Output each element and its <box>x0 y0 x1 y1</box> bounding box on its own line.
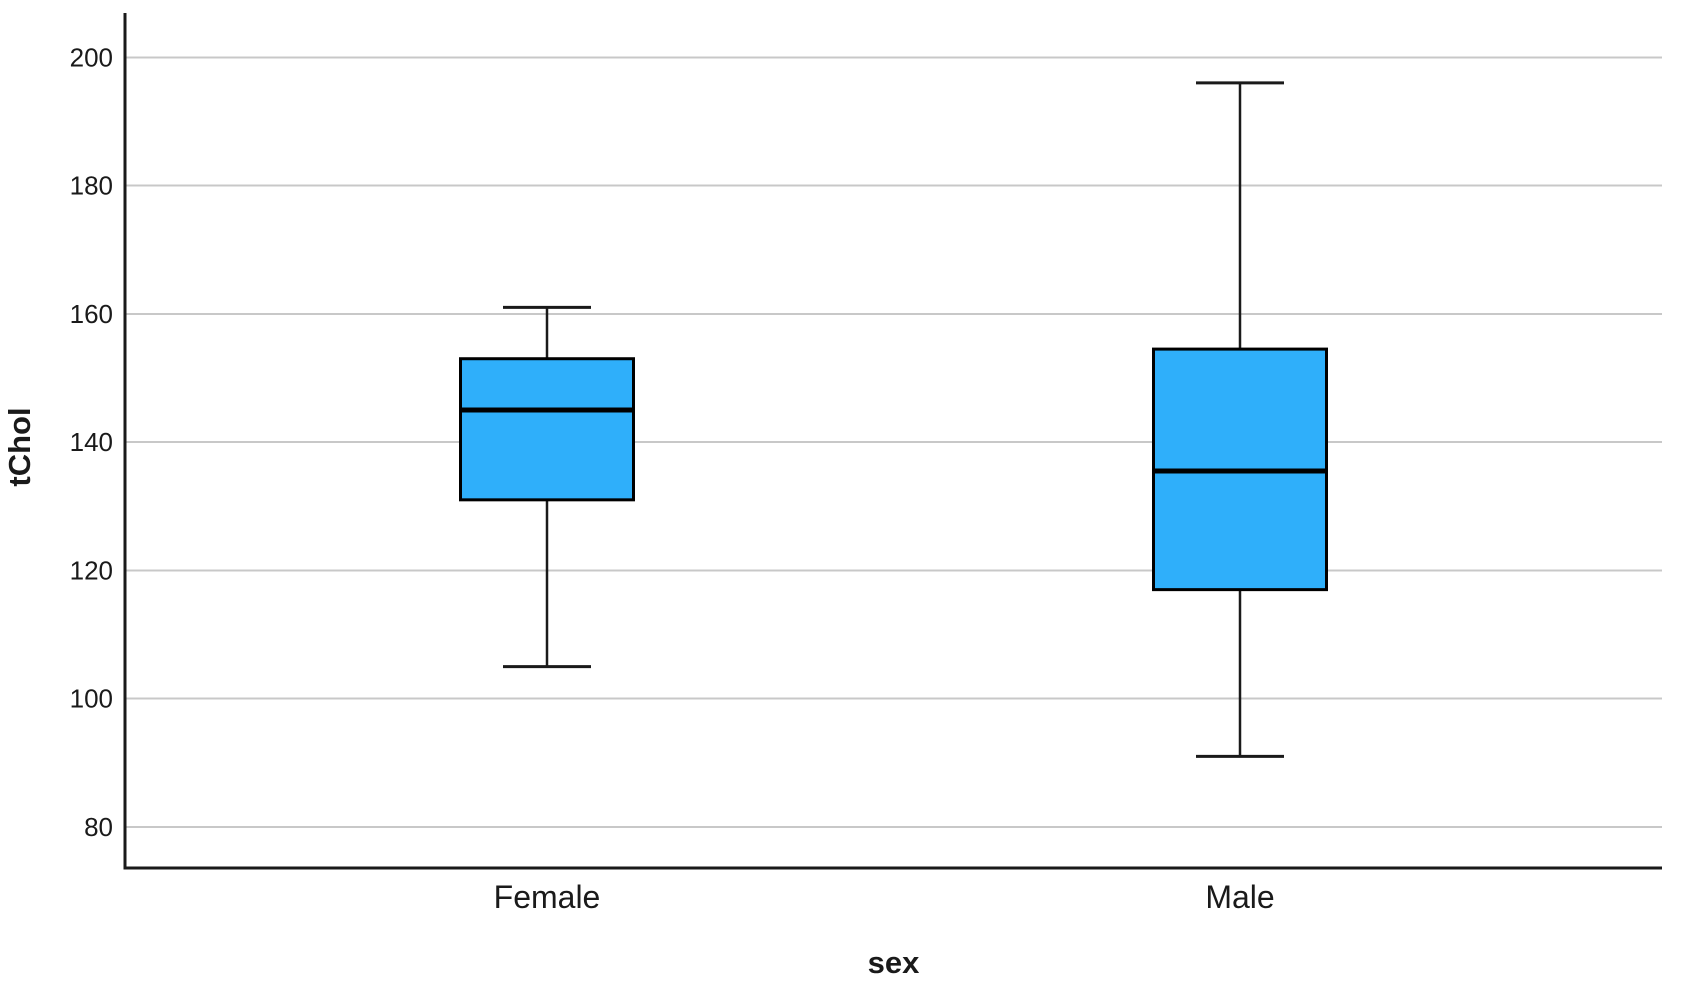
x-axis-title: sex <box>868 945 920 980</box>
y-axis-title: tChol <box>2 407 37 486</box>
x-category-label-male: Male <box>1205 879 1274 915</box>
y-tick-label: 180 <box>70 171 113 201</box>
y-tick-label: 200 <box>70 42 113 72</box>
boxplot-female-box <box>459 357 635 502</box>
y-tick-label: 140 <box>70 427 113 457</box>
x-category-label-female: Female <box>494 879 601 915</box>
y-tick-label: 100 <box>70 684 113 714</box>
y-tick-label: 160 <box>70 299 113 329</box>
y-tick-label: 120 <box>70 555 113 585</box>
y-tick-label: 80 <box>84 812 113 842</box>
